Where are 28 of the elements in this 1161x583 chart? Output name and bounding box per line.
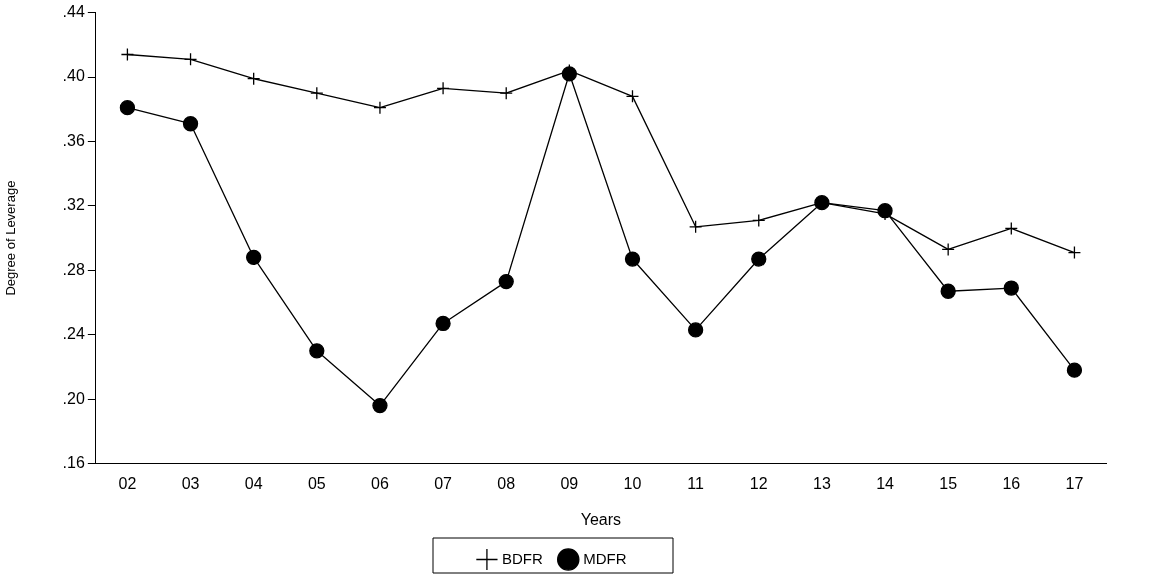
x-tick-label: 06 bbox=[371, 474, 389, 492]
x-tick-label: 03 bbox=[181, 474, 200, 492]
y-tick-label: .32 bbox=[62, 196, 85, 214]
x-tick-label: 04 bbox=[244, 474, 263, 492]
y-tick-label: .20 bbox=[62, 389, 85, 407]
legend-label: BDFR bbox=[501, 549, 543, 567]
x-tick-label: 02 bbox=[118, 474, 137, 492]
x-tick-label: 12 bbox=[749, 474, 768, 492]
y-tick-label: .40 bbox=[62, 67, 85, 85]
x-tick-label: 10 bbox=[623, 474, 642, 492]
x-tick-label: 13 bbox=[812, 474, 831, 492]
legend-label: MDFR bbox=[583, 549, 627, 567]
y-tick-label: .36 bbox=[62, 131, 85, 149]
y-tick-label: .16 bbox=[62, 454, 85, 472]
x-tick-label: 09 bbox=[560, 474, 579, 492]
y-axis-title: Degree of Leverage bbox=[3, 180, 19, 296]
x-axis-title: Years bbox=[580, 510, 622, 528]
x-tick-label: 11 bbox=[687, 474, 705, 492]
x-tick-label: 07 bbox=[434, 474, 453, 492]
x-tick-label: 05 bbox=[307, 474, 326, 492]
x-tick-label: 17 bbox=[1065, 474, 1084, 492]
x-tick-label: 14 bbox=[876, 474, 895, 492]
x-tick-label: 08 bbox=[497, 474, 516, 492]
y-tick-label: .28 bbox=[62, 260, 85, 278]
x-tick-label: 16 bbox=[1002, 474, 1021, 492]
x-tick-label: 15 bbox=[939, 474, 958, 492]
y-tick-label: .24 bbox=[62, 325, 85, 343]
y-tick-label: .44 bbox=[62, 3, 85, 21]
